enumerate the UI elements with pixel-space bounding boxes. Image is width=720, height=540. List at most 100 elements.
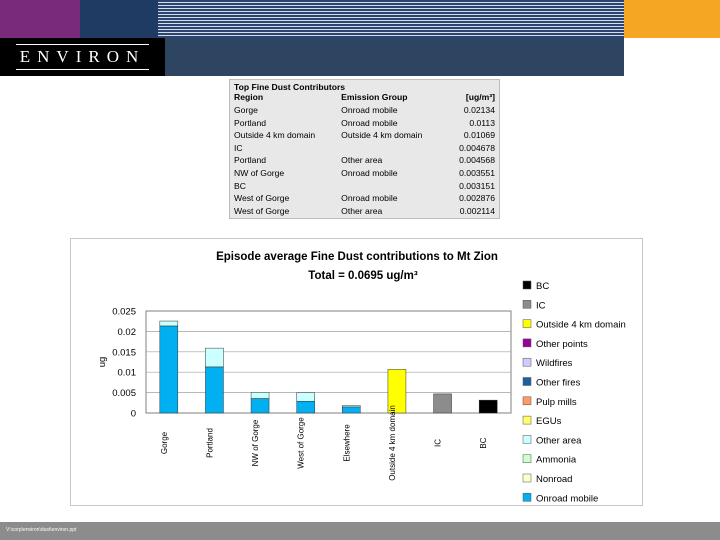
table-row: Portland Onroad mobile 0.0113 — [230, 117, 499, 130]
header-striped-band — [158, 0, 624, 38]
x-tick-label: BC — [479, 437, 488, 448]
table-row: Gorge Onroad mobile 0.02134 — [230, 104, 499, 117]
legend-label: Nonroad — [536, 474, 572, 485]
table-cell-region: BC — [234, 180, 246, 191]
y-tick-label: 0.015 — [112, 347, 136, 358]
logo-text: ENVIRON — [15, 44, 150, 70]
y-tick-label: 0 — [131, 409, 136, 420]
legend-label: Other points — [536, 339, 588, 350]
y-tick-label: 0.005 — [112, 388, 136, 399]
legend-label: Other fires — [536, 378, 581, 389]
bar-segment — [159, 320, 179, 327]
y-tick-label: 0.025 — [112, 307, 136, 318]
y-tick-label: 0.02 — [118, 327, 137, 338]
table-cell-value: 0.0113 — [469, 117, 495, 128]
contributors-table: Top Fine Dust Contributors Region Emissi… — [229, 79, 500, 219]
legend-swatch — [522, 319, 532, 328]
table-cell-emission-group: Onroad mobile — [341, 105, 398, 115]
table-header-emission-group: Emission Group — [341, 92, 408, 102]
x-tick-label: West of Gorge — [297, 417, 306, 469]
x-tick-label: Outside 4 km domain — [388, 405, 397, 481]
legend-label: Pulp mills — [536, 397, 577, 408]
table-cell-value: 0.002876 — [459, 193, 495, 204]
bar-segment — [250, 392, 270, 399]
bar-segment — [478, 399, 498, 414]
table-row: West of Gorge Onroad mobile 0.002876 — [230, 192, 499, 205]
legend-label: Ammonia — [536, 455, 577, 466]
table-row: BC 0.003151 — [230, 180, 499, 193]
legend-label: EGUs — [536, 416, 562, 427]
table-cell-region: NW of Gorge — [234, 167, 285, 178]
table-row: NW of Gorge Onroad mobile 0.003551 — [230, 167, 499, 180]
y-axis-label: ug — [97, 357, 108, 368]
bar-segment — [205, 347, 224, 368]
footer-bar: V:\corp\environ\dust\environ.ppt — [0, 522, 720, 540]
legend-swatch — [522, 454, 532, 463]
table-cell-emission-group: Other area — [341, 205, 383, 216]
legend-swatch — [522, 396, 532, 406]
header-slate-band — [165, 38, 624, 76]
legend-swatch — [522, 493, 532, 502]
table-cell-region: West of Gorge — [234, 193, 290, 204]
footer-path: V:\corp\environ\dust\environ.ppt — [6, 527, 77, 533]
legend-label: Outside 4 km domain — [536, 320, 626, 331]
table-row: West of Gorge Other area 0.002114 — [230, 205, 499, 218]
table-cell-value: 0.004568 — [459, 155, 495, 166]
bar-segment — [250, 398, 270, 414]
table-cell-emission-group: Onroad mobile — [341, 167, 398, 178]
bar-segment — [342, 406, 361, 414]
header-orange-block — [624, 0, 720, 38]
environ-logo: ENVIRON — [0, 38, 165, 76]
legend-swatch — [522, 377, 532, 386]
x-tick-label: IC — [434, 439, 443, 447]
bar-segment — [387, 369, 407, 414]
table-title: Top Fine Dust Contributors — [234, 82, 346, 92]
table-cell-value: 0.002114 — [459, 205, 495, 216]
legend-swatch — [522, 473, 532, 483]
header-purple-block — [0, 0, 80, 38]
legend-swatch — [522, 280, 532, 290]
table-cell-region: Portland — [234, 155, 267, 166]
legend-label: IC — [536, 300, 546, 311]
x-tick-label: Portland — [205, 428, 214, 458]
table-row: Portland Other area 0.004568 — [230, 154, 499, 167]
table-cell-emission-group: Other area — [341, 155, 383, 166]
table-cell-value: 0.004678 — [459, 142, 495, 153]
legend-label: Onroad mobile — [536, 493, 598, 504]
table-cell-region: Portland — [234, 117, 267, 128]
plot-area — [145, 310, 512, 414]
legend-swatch — [522, 338, 532, 348]
table-row: Outside 4 km domain Outside 4 km domain 0.… — [230, 129, 499, 142]
table-cell-emission-group — [341, 142, 440, 155]
bar-segment — [433, 393, 452, 414]
table-header-units: [ug/m³] — [465, 92, 495, 102]
legend-label: Wildfires — [536, 358, 573, 369]
table-header-row: Region Emission Group [ug/m³] — [230, 90, 499, 104]
chart-frame: Episode average Fine Dust contributions … — [70, 238, 643, 506]
table-cell-region: IC — [234, 142, 243, 153]
table-cell-region: Gorge — [234, 105, 258, 115]
legend-swatch — [522, 300, 532, 309]
legend-swatch — [522, 357, 532, 367]
table-cell-region: West of Gorge — [234, 205, 290, 216]
x-tick-label: NW of Gorge — [251, 419, 260, 466]
bar-segment — [159, 325, 179, 414]
header-navy-block — [80, 0, 158, 38]
bar-segment — [342, 405, 361, 408]
table-cell-value: 0.02134 — [463, 105, 495, 115]
legend-label: Other area — [536, 435, 582, 446]
table-body: Gorge Onroad mobile 0.02134 Portland Onroad … — [230, 104, 499, 217]
table-cell-emission-group: Onroad mobile — [341, 117, 398, 128]
chart-title: Episode average Fine Dust contributions … — [216, 251, 498, 263]
legend-label: BC — [536, 281, 549, 292]
table-header-region: Region — [234, 92, 264, 102]
dust-contribution-chart: Episode average Fine Dust contributions … — [97, 251, 626, 504]
table-cell-region: Outside 4 km domain — [234, 130, 316, 141]
y-tick-label: 0.01 — [118, 368, 137, 379]
chart-subtitle: Total = 0.0695 ug/m³ — [308, 270, 418, 282]
legend-swatch — [522, 435, 532, 444]
x-tick-label: Gorge — [160, 431, 169, 454]
legend-swatch — [522, 415, 532, 425]
bar-segment — [205, 366, 224, 414]
